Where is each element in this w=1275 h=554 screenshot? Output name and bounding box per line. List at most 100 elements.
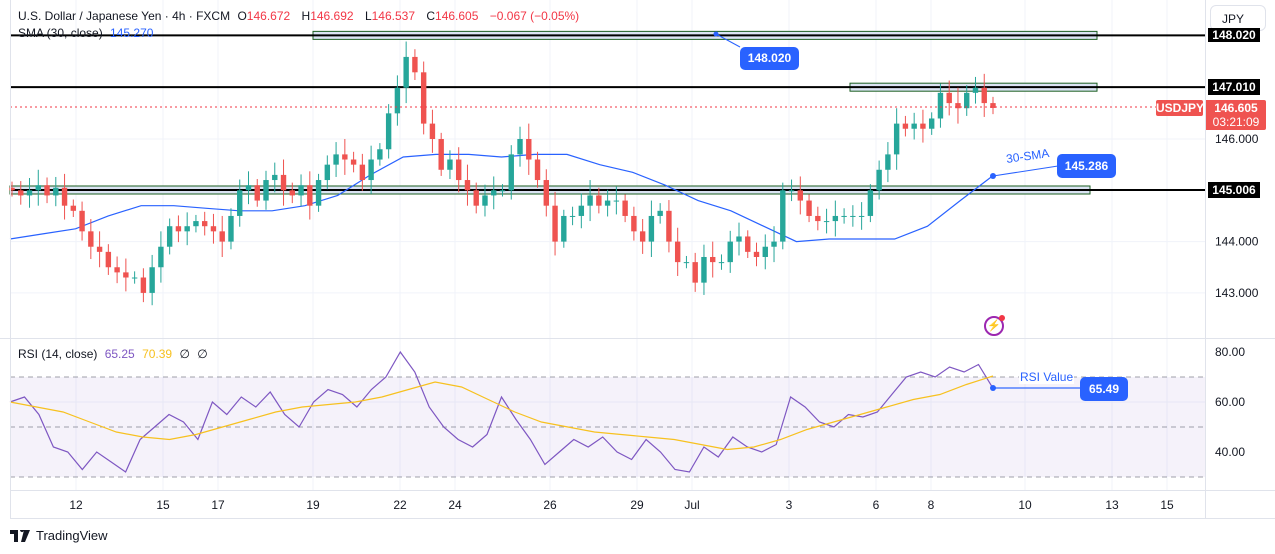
candle-body	[867, 190, 874, 216]
candle-body	[26, 190, 33, 196]
candle	[683, 255, 690, 269]
candle-body	[955, 103, 961, 109]
symbol-legend[interactable]: U.S. Dollar / Japanese Yen · 4h · FXCM O…	[18, 9, 583, 23]
candle	[990, 96, 996, 115]
candle-body	[639, 231, 646, 242]
candle-body	[394, 87, 401, 114]
candle	[96, 231, 103, 268]
price-tick-label: 144.000	[1215, 235, 1259, 249]
candle	[44, 177, 50, 204]
candle-body	[780, 190, 786, 242]
candle	[201, 211, 208, 236]
candle	[648, 200, 655, 257]
candle-body	[648, 215, 655, 242]
candle-body	[377, 149, 383, 160]
candle	[955, 87, 961, 124]
candle-body	[70, 205, 77, 211]
candle-body	[762, 246, 768, 257]
candle	[237, 179, 243, 227]
candle-body	[184, 226, 190, 232]
candle	[166, 218, 173, 255]
candle-body	[596, 195, 602, 206]
sma-legend[interactable]: SMA (30, close) 145.270	[18, 26, 157, 40]
candle-body	[990, 103, 996, 108]
candle-body	[456, 159, 462, 181]
change-value: −0.067 (−0.05%)	[489, 9, 580, 23]
rsi-legend-empty-2: ∅	[197, 347, 208, 361]
candle-body	[272, 174, 278, 181]
candle-body	[315, 180, 322, 206]
candle	[753, 242, 760, 267]
tradingview-logo[interactable]: TradingView	[10, 528, 108, 543]
candle-body	[44, 185, 50, 196]
candle-body	[797, 190, 804, 201]
candle-body	[972, 87, 979, 93]
price-tick-label: 146.000	[1215, 132, 1259, 146]
candle-body	[473, 190, 479, 206]
candle	[578, 193, 585, 229]
candle	[867, 184, 874, 223]
candle	[219, 215, 225, 257]
candle	[131, 271, 138, 284]
candle	[499, 184, 506, 197]
candle	[140, 268, 147, 303]
rsi-value-label[interactable]: 65.49	[1080, 377, 1128, 401]
candle-body	[701, 256, 707, 283]
candle	[456, 147, 462, 193]
candle-body	[771, 241, 777, 247]
rsi-legend[interactable]: RSI (14, close) 65.25 70.39 ∅ ∅	[18, 347, 212, 361]
level-tag-145: 145.006	[1208, 182, 1260, 198]
candle-body	[61, 187, 68, 206]
candle	[596, 187, 602, 214]
candle	[806, 194, 812, 223]
candle	[858, 202, 865, 230]
rsi-annotation-text[interactable]: RSI Value	[1019, 370, 1075, 384]
candle	[587, 180, 593, 222]
candle	[981, 73, 987, 117]
candle	[210, 213, 217, 244]
candle	[552, 191, 558, 256]
candle-body	[832, 215, 839, 222]
rsi-legend-label: RSI (14, close)	[18, 347, 98, 361]
ohlc-low: L146.537	[365, 9, 419, 23]
candle	[736, 222, 742, 256]
candle-body	[753, 251, 760, 257]
open-label: O	[237, 9, 247, 23]
candle-body	[587, 195, 593, 206]
candle-body	[193, 221, 199, 227]
candle	[920, 109, 926, 143]
rsi-ma-line	[9, 375, 994, 451]
candle-body	[604, 200, 611, 206]
candle-body	[429, 123, 436, 139]
candle-body	[385, 113, 392, 150]
candle-body	[815, 215, 821, 222]
candle	[333, 142, 339, 177]
ohlc-high: H146.692	[302, 9, 358, 23]
rsi-legend-value: 65.25	[104, 347, 135, 361]
candle-body	[928, 118, 935, 129]
candle-body	[201, 221, 208, 227]
candle-body	[464, 180, 471, 191]
candle	[823, 208, 830, 234]
candle-body	[96, 246, 103, 252]
candle	[482, 184, 488, 217]
level-zones[interactable]	[9, 30, 1205, 195]
rsi-ma-legend-value: 70.39	[142, 347, 173, 361]
ohlc-open: O146.672	[237, 9, 294, 23]
candle	[745, 230, 751, 259]
bar-countdown: 03:21:09	[1212, 115, 1260, 129]
level-148-label[interactable]: 148.020	[740, 47, 799, 70]
candle	[35, 169, 41, 206]
candle-body	[263, 180, 269, 201]
candle-body	[613, 200, 620, 202]
candle	[517, 126, 523, 167]
candle-body	[526, 139, 532, 160]
candle-body	[245, 185, 252, 191]
sma-value-label[interactable]: 145.286	[1057, 154, 1116, 178]
lightning-alert-icon[interactable]: ⚡	[984, 315, 1005, 336]
rsi-bands	[10, 376, 1205, 478]
candle-body	[736, 236, 742, 242]
high-value: 146.692	[310, 9, 354, 23]
rsi-tick-label: 80.00	[1215, 345, 1245, 359]
